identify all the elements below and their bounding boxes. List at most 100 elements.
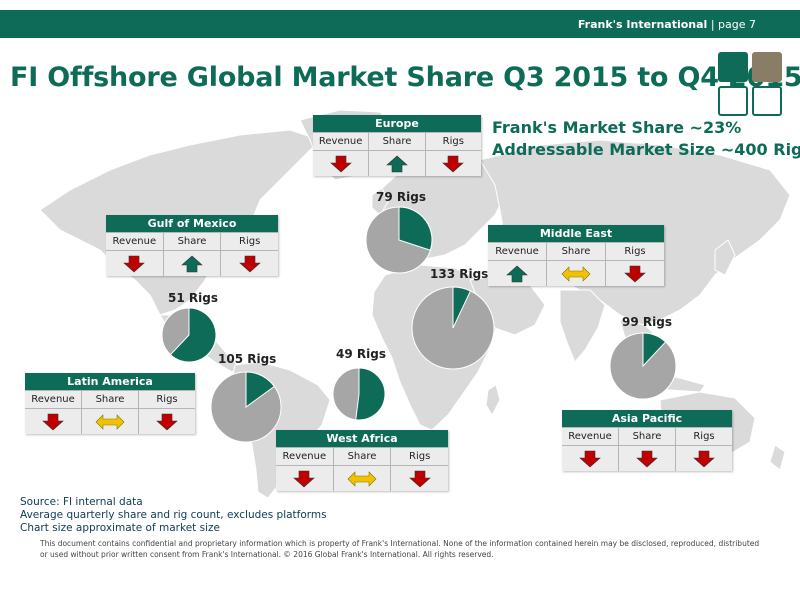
region-table-west-africa: West Africa Revenue Share Rigs <box>276 430 449 491</box>
col-rigs: Rigs <box>676 428 732 446</box>
page-title: FI Offshore Global Market Share Q3 2015 … <box>10 62 800 93</box>
col-share: Share <box>369 133 426 151</box>
logo-square-bottom-left <box>718 86 748 116</box>
pie-slice-franks-share <box>355 367 386 421</box>
arrow-down-icon <box>156 413 178 430</box>
arrow-up-icon <box>181 255 203 272</box>
pie-slice-franks-share <box>642 332 667 368</box>
pie-west-africa <box>332 367 386 421</box>
revenue-trend <box>25 409 82 434</box>
region-table-gulf-of-mexico: Gulf of Mexico Revenue Share Rigs <box>106 215 279 276</box>
arrow-down-icon <box>624 265 646 282</box>
source-notes: Source: FI internal data Average quarter… <box>20 496 327 535</box>
col-revenue: Revenue <box>313 133 370 151</box>
map-new-zealand <box>769 444 786 471</box>
arrow-down-icon <box>579 450 601 467</box>
pie-label-europe: 79 Rigs <box>376 190 426 204</box>
col-rigs: Rigs <box>391 448 449 466</box>
region-title: Gulf of Mexico <box>106 215 278 233</box>
pie-label-latin-america: 105 Rigs <box>218 352 277 366</box>
arrow-down-icon <box>293 470 316 487</box>
revenue-trend <box>488 261 547 286</box>
arrow-down-icon <box>329 155 352 172</box>
methodology-line: Average quarterly share and rig count, e… <box>20 509 327 521</box>
col-share: Share <box>163 233 222 251</box>
region-table-europe: Europe Revenue Share Rigs <box>313 115 481 176</box>
map-uk <box>371 187 389 216</box>
rigs-trend <box>139 409 195 434</box>
company-logo <box>718 52 784 118</box>
share-trend <box>369 151 426 176</box>
pie-slice-franks-share <box>398 206 433 251</box>
col-share: Share <box>82 391 139 409</box>
pie-slice-franks-share <box>169 307 217 363</box>
map-japan <box>714 239 736 276</box>
region-table-middle-east: Middle East Revenue Share Rigs <box>488 225 664 286</box>
chart-size-line: Chart size approximate of market size <box>20 522 220 534</box>
region-table-asia-pacific: Asia Pacific Revenue Share Rigs <box>562 410 732 471</box>
share-trend <box>334 466 392 491</box>
arrow-down-icon <box>42 413 64 430</box>
pie-label-asia-pacific: 99 Rigs <box>622 315 672 329</box>
pie-middle-east <box>411 286 495 370</box>
arrow-down-icon <box>408 470 431 487</box>
col-revenue: Revenue <box>276 448 334 466</box>
pie-label-middle-east: 133 Rigs <box>430 267 489 281</box>
rigs-trend <box>221 251 278 276</box>
col-rigs: Rigs <box>221 233 279 251</box>
arrow-down-icon <box>636 450 658 467</box>
rigs-trend <box>606 261 664 286</box>
col-share: Share <box>333 448 392 466</box>
revenue-trend <box>313 151 370 176</box>
header-text: Frank's International | page 7 <box>578 18 756 31</box>
rigs-trend <box>676 446 732 471</box>
market-summary: Frank's Market Share ~23% Addressable Ma… <box>492 117 800 161</box>
arrow-flat-icon <box>347 470 377 487</box>
pie-label-west-africa: 49 Rigs <box>336 347 386 361</box>
region-title: Europe <box>313 115 481 133</box>
col-rigs: Rigs <box>139 391 195 409</box>
arrow-up-icon <box>506 265 528 282</box>
col-revenue: Revenue <box>106 233 164 251</box>
share-trend <box>82 409 139 434</box>
col-rigs: Rigs <box>606 243 664 261</box>
col-revenue: Revenue <box>25 391 82 409</box>
revenue-trend <box>106 251 164 276</box>
rigs-trend <box>426 151 481 176</box>
market-share-text: Frank's Market Share ~23% <box>492 118 742 137</box>
market-size-text: Addressable Market Size ~400 Rigs <box>492 140 800 159</box>
pie-europe <box>365 206 433 274</box>
pie-slice-franks-share <box>245 371 276 408</box>
share-trend <box>547 261 606 286</box>
region-table-latin-america: Latin America Revenue Share Rigs <box>25 373 195 434</box>
col-revenue: Revenue <box>562 428 619 446</box>
arrow-down-icon <box>123 255 146 272</box>
header-page: | page 7 <box>710 18 756 31</box>
logo-square-bottom-right <box>752 86 782 116</box>
logo-square-top-right <box>752 52 782 82</box>
region-title: Latin America <box>25 373 195 391</box>
arrow-flat-icon <box>95 413 125 430</box>
source-line: Source: FI internal data <box>20 496 143 508</box>
pie-asia-pacific <box>609 332 677 400</box>
map-madagascar <box>485 384 501 417</box>
revenue-trend <box>276 466 334 491</box>
col-share: Share <box>547 243 606 261</box>
region-title: Middle East <box>488 225 664 243</box>
share-trend <box>164 251 222 276</box>
col-rigs: Rigs <box>425 133 481 151</box>
arrow-flat-icon <box>561 265 591 282</box>
header-bar: Frank's International | page 7 <box>0 10 800 38</box>
share-trend <box>619 446 676 471</box>
col-revenue: Revenue <box>488 243 547 261</box>
arrow-down-icon <box>693 450 715 467</box>
pie-slice-franks-share <box>452 286 472 329</box>
region-title: West Africa <box>276 430 448 448</box>
confidentiality-disclaimer: This document contains confidential and … <box>40 539 760 559</box>
logo-square-top-left <box>718 52 748 82</box>
pie-latin-america <box>210 371 282 443</box>
arrow-up-icon <box>386 155 408 172</box>
header-company: Frank's International <box>577 18 708 31</box>
pie-label-gulf-of-mexico: 51 Rigs <box>168 291 218 305</box>
map-india <box>559 289 606 363</box>
